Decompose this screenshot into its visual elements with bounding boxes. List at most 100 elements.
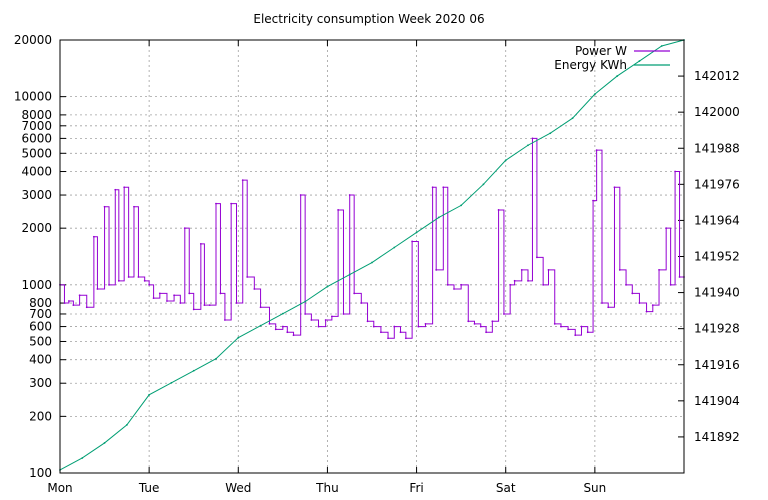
data-point: [446, 283, 449, 286]
data-point: [453, 288, 455, 290]
data-point: [638, 60, 641, 62]
left-tick-label: 3000: [21, 188, 52, 202]
data-point: [601, 302, 603, 304]
data-point: [137, 276, 140, 278]
data-point: [437, 216, 440, 219]
data-point: [188, 292, 191, 295]
legend-label-power: Power W: [575, 44, 627, 58]
data-point: [467, 320, 470, 323]
x-tick-label: Fri: [409, 481, 423, 495]
grid: [59, 39, 684, 474]
data-point: [183, 227, 186, 230]
data-point: [330, 315, 333, 318]
data-point: [117, 279, 120, 282]
data-point: [166, 300, 168, 302]
data-point: [415, 231, 418, 234]
data-point: [531, 137, 534, 140]
data-point: [179, 302, 182, 304]
data-point: [527, 144, 529, 147]
left-tick-label: 8000: [21, 108, 52, 122]
data-point: [473, 322, 476, 325]
data-point: [371, 261, 373, 264]
data-point: [404, 337, 407, 340]
data-point: [631, 292, 634, 295]
legend: Power W Energy KWh: [554, 44, 670, 72]
data-point: [574, 334, 577, 337]
data-point: [542, 283, 545, 286]
data-point: [366, 320, 369, 323]
left-tick-label: 300: [29, 376, 52, 390]
data-point: [85, 306, 88, 309]
data-point: [387, 337, 389, 340]
data-point: [424, 322, 427, 325]
data-point: [68, 300, 70, 302]
data-point: [81, 457, 84, 459]
data-point: [299, 194, 302, 196]
right-tick-label: 141952: [694, 250, 740, 264]
data-point: [592, 199, 594, 202]
data-point: [660, 45, 663, 47]
data-point: [553, 322, 556, 325]
x-tick-label: Wed: [225, 481, 251, 495]
data-point: [595, 149, 598, 151]
data-point: [393, 325, 396, 328]
data-point: [203, 304, 206, 307]
right-tick-label: 141916: [694, 358, 740, 372]
data-point: [235, 302, 238, 304]
left-tick-label: 2000: [21, 221, 52, 235]
data-point: [114, 188, 117, 191]
left-tick-label: 1000: [21, 278, 52, 292]
data-point: [658, 269, 660, 271]
data-point: [567, 328, 570, 331]
data-point: [103, 205, 106, 208]
data-point: [485, 331, 488, 334]
series-line: [59, 39, 685, 471]
data-point: [253, 288, 256, 290]
data-point: [625, 283, 627, 286]
right-axis: 141892 141904 141916 141928 141940 141952 1419…: [678, 69, 740, 444]
left-tick-label: 200: [29, 409, 52, 423]
x-tick-label: Tue: [138, 481, 160, 495]
data-point: [497, 209, 500, 211]
data-point: [560, 325, 562, 328]
data-point: [536, 256, 538, 259]
data-point: [125, 423, 128, 426]
data-point: [618, 269, 621, 271]
right-tick-label: 142000: [694, 105, 740, 119]
chart-title: Electricity consumption Week 2020 06: [253, 12, 484, 26]
data-point: [479, 325, 482, 328]
data-point: [199, 242, 202, 245]
data-point: [133, 205, 135, 208]
data-point: [103, 442, 106, 444]
data-point: [393, 246, 396, 249]
x-tick-label: Sun: [583, 481, 606, 495]
right-tick-label: 142012: [694, 69, 740, 83]
series-energy: [59, 39, 685, 471]
left-tick-label: 10000: [14, 90, 52, 104]
series-layer: [59, 39, 685, 471]
data-point: [360, 302, 363, 304]
data-point: [108, 283, 110, 286]
data-point: [219, 292, 222, 295]
x-tick-label: Mon: [47, 481, 72, 495]
data-point: [148, 283, 151, 286]
data-point: [417, 325, 420, 328]
data-point: [503, 313, 505, 315]
data-point: [431, 186, 434, 189]
data-point: [173, 294, 176, 297]
data-point: [678, 276, 681, 278]
data-point: [317, 325, 320, 328]
data-point: [593, 93, 596, 96]
data-point: [607, 306, 610, 309]
data-point: [192, 308, 195, 311]
data-point: [215, 357, 217, 360]
left-tick-label: 6000: [21, 131, 52, 145]
series-line: [60, 137, 684, 339]
data-point: [674, 170, 676, 173]
x-tick-label: Sat: [496, 481, 516, 495]
left-tick-label: 100: [29, 466, 52, 480]
data-point: [123, 186, 126, 189]
data-point: [310, 319, 313, 321]
left-tick-label: 600: [29, 320, 52, 334]
left-tick-label: 5000: [21, 146, 52, 160]
